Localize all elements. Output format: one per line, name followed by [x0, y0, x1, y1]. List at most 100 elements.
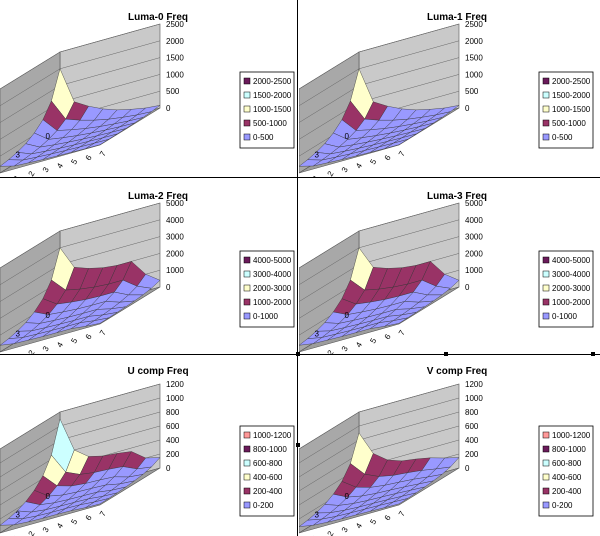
- legend-label: 0-200: [552, 501, 573, 510]
- y-tick-label: 3: [16, 151, 21, 160]
- z-tick-label: 1000: [465, 394, 483, 403]
- legend-label: 1500-2000: [253, 91, 292, 100]
- selection-handle[interactable]: [591, 352, 595, 356]
- legend-swatch: [243, 298, 251, 306]
- z-tick-label: 800: [166, 408, 180, 417]
- z-tick-label: 2000: [166, 249, 184, 258]
- x-tick-label: 4: [55, 340, 65, 349]
- legend: 2000-2500 1500-2000 1000-1500 500-1000 0-500: [538, 71, 594, 149]
- z-tick-label: 3000: [465, 233, 483, 242]
- z-tick-label: 1000: [465, 70, 483, 79]
- legend-swatch: [243, 270, 251, 278]
- chart-title: Luma-3 Freq: [427, 191, 487, 202]
- legend-swatch: [243, 431, 251, 439]
- x-tick-label: 1: [311, 173, 321, 178]
- y-tick-label: 0: [46, 132, 51, 141]
- legend-label: 800-1000: [552, 445, 586, 454]
- legend-label: 0-1000: [253, 312, 278, 321]
- chart-title: U comp Freq: [127, 366, 188, 377]
- x-tick-label: 6: [84, 153, 94, 162]
- x-tick-label: 2: [326, 529, 336, 536]
- z-tick-label: 4000: [465, 216, 483, 225]
- y-tick-label: 3: [315, 330, 320, 339]
- x-tick-label: 6: [383, 153, 393, 162]
- x-tick-label: 4: [354, 521, 364, 530]
- chart-title: Luma-1 Freq: [427, 12, 487, 23]
- x-tick-label: 3: [340, 344, 350, 353]
- chart-title: V comp Freq: [427, 366, 488, 377]
- y-tick-label: 3: [16, 330, 21, 339]
- surface-chart: Luma-0 Freq05001000150020002500012345670…: [0, 12, 295, 178]
- z-tick-label: 200: [465, 450, 479, 459]
- z-tick-label: 3000: [166, 233, 184, 242]
- legend: 2000-2500 1500-2000 1000-1500 500-1000 0-500: [239, 71, 295, 149]
- selection-handle[interactable]: [296, 352, 300, 356]
- x-tick-label: 4: [354, 161, 364, 170]
- z-tick-label: 400: [166, 436, 180, 445]
- y-tick-label: 3: [315, 151, 320, 160]
- x-tick-label: 3: [340, 525, 350, 534]
- x-tick-label: 2: [27, 529, 37, 536]
- legend-swatch: [243, 133, 251, 141]
- x-tick-label: 4: [55, 161, 65, 170]
- x-tick-label: 5: [368, 336, 378, 345]
- legend-label: 500-1000: [552, 119, 586, 128]
- legend-swatch: [243, 473, 251, 481]
- selection-handle[interactable]: [444, 352, 448, 356]
- x-tick-label: 4: [354, 340, 364, 349]
- legend-swatch: [243, 487, 251, 495]
- legend-swatch: [243, 77, 251, 85]
- z-tick-label: 2500: [465, 20, 483, 29]
- legend-swatch: [542, 133, 550, 141]
- y-tick-label: 0: [345, 132, 350, 141]
- x-tick-label: 4: [55, 521, 65, 530]
- x-tick-label: 3: [41, 525, 51, 534]
- x-tick-label: 6: [84, 513, 94, 522]
- gridline: [0, 23, 161, 90]
- x-tick-label: 7: [397, 328, 407, 337]
- gridline: [299, 383, 460, 450]
- y-tick-label: 0: [46, 311, 51, 320]
- legend-swatch: [542, 284, 550, 292]
- legend-swatch: [243, 501, 251, 509]
- legend-swatch: [542, 431, 550, 439]
- surface-chart: Luma-3 Freq01000200030004000500001234567…: [299, 191, 594, 355]
- legend-label: 1000-1500: [253, 105, 292, 114]
- surface-cell: [85, 498, 109, 508]
- x-tick-label: 7: [98, 509, 108, 518]
- x-tick-label: 6: [383, 513, 393, 522]
- surface-cell: [384, 317, 408, 327]
- legend-label: 1500-2000: [552, 91, 591, 100]
- legend-label: 1000-1200: [552, 431, 591, 440]
- legend-swatch: [542, 77, 550, 85]
- x-tick-label: 2: [27, 348, 37, 355]
- legend-label: 1000-1500: [552, 105, 591, 114]
- y-tick-label: 0: [345, 492, 350, 501]
- x-tick-label: 5: [69, 517, 79, 526]
- legend-label: 0-1000: [552, 312, 577, 321]
- legend: 1000-1200 800-1000 600-800 400-600 200-400 0-…: [239, 425, 295, 517]
- gridline: [299, 23, 460, 90]
- legend-label: 3000-4000: [253, 270, 292, 279]
- z-tick-label: 0: [465, 104, 470, 113]
- legend-swatch: [542, 270, 550, 278]
- z-tick-label: 1500: [465, 54, 483, 63]
- chart-panel-luma1: Luma-1 Freq05001000150020002500012345670…: [299, 0, 600, 178]
- z-tick-label: 5000: [465, 199, 483, 208]
- surface-chart: U comp Freq02004006008001000120001234567…: [0, 366, 295, 536]
- legend-label: 1000-1200: [253, 431, 292, 440]
- grid-divider-row1: [0, 177, 600, 178]
- legend-swatch: [243, 445, 251, 453]
- selection-handle[interactable]: [296, 443, 300, 447]
- x-tick-label: 2: [27, 169, 37, 178]
- legend-label: 400-600: [552, 473, 582, 482]
- legend-label: 2000-3000: [253, 284, 292, 293]
- z-tick-label: 0: [465, 464, 470, 473]
- surface-cell: [85, 139, 109, 149]
- legend-swatch: [243, 105, 251, 113]
- legend-swatch: [542, 298, 550, 306]
- z-tick-label: 0: [166, 283, 171, 292]
- chart-panel-luma3: Luma-3 Freq01000200030004000500001234567…: [299, 179, 600, 355]
- legend-swatch: [542, 105, 550, 113]
- gridline: [299, 202, 460, 269]
